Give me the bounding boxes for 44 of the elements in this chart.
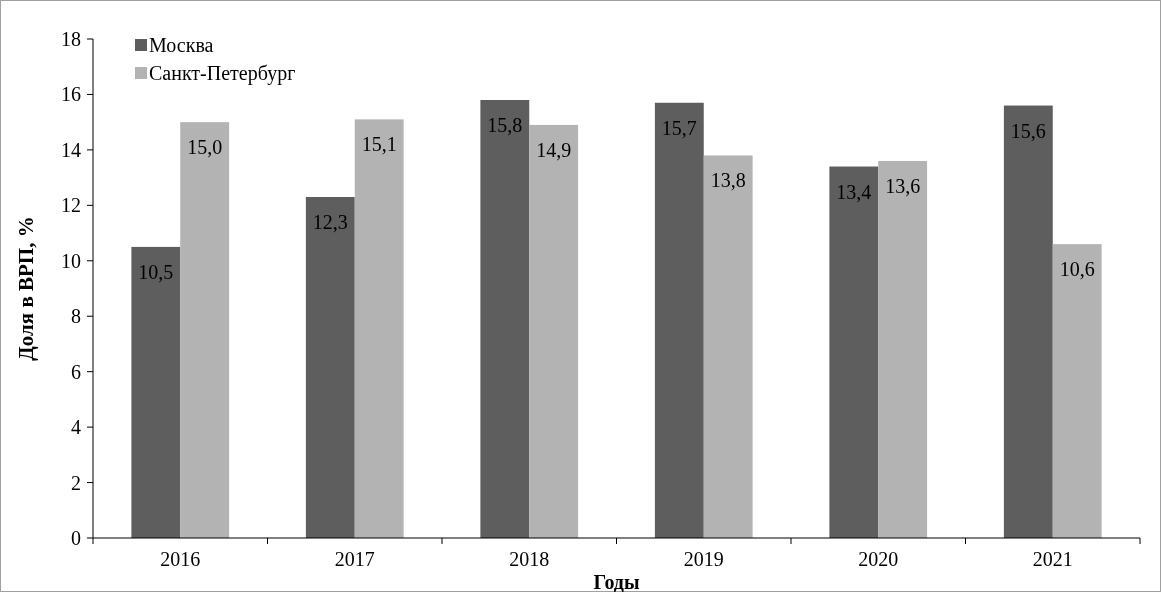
data-label: 14,9 [536, 138, 572, 161]
bar [529, 124, 579, 538]
y-axis-title: Доля в ВРП, % [14, 216, 38, 361]
data-label: 13,4 [836, 180, 872, 203]
data-label: 13,8 [710, 169, 746, 192]
data-label: 15,6 [1010, 119, 1046, 142]
bar [1003, 105, 1053, 538]
bar [131, 246, 181, 538]
bar [1052, 244, 1102, 538]
data-label: 15,7 [661, 116, 697, 139]
bar [480, 99, 530, 538]
y-tick-label: 12 [61, 194, 81, 217]
data-label: 15,8 [487, 113, 523, 136]
y-tick-label: 4 [71, 416, 81, 439]
x-tick-label: 2017 [334, 548, 375, 570]
y-tick-label: 0 [71, 527, 81, 549]
y-tick-label: 18 [61, 28, 81, 50]
legend-label: Москва [149, 34, 214, 56]
x-axis-title: Годы [593, 571, 640, 592]
x-tick-label: 2021 [1032, 548, 1073, 570]
bar [703, 155, 753, 538]
y-tick-label: 14 [61, 138, 81, 161]
bar [878, 160, 928, 538]
data-label: 10,5 [138, 260, 174, 283]
bar [354, 119, 404, 538]
data-label: 10,6 [1059, 258, 1095, 281]
x-tick-label: 2016 [160, 548, 201, 570]
data-label: 12,3 [312, 211, 348, 234]
data-label: 15,0 [187, 136, 223, 159]
y-tick-label: 6 [71, 360, 81, 383]
y-tick-label: 16 [61, 83, 81, 106]
bar [829, 166, 879, 538]
bar [305, 197, 355, 538]
data-label: 15,1 [361, 133, 397, 156]
legend-label: Санкт-Петербург [149, 62, 296, 85]
bar [180, 122, 230, 538]
y-tick-label: 8 [71, 305, 81, 328]
y-tick-label: 10 [61, 249, 81, 272]
x-tick-label: 2019 [683, 548, 724, 570]
x-tick-label: 2020 [858, 548, 899, 570]
x-tick-label: 2018 [509, 548, 550, 570]
data-label: 13,6 [885, 174, 921, 197]
y-tick-label: 2 [71, 471, 81, 494]
bar [654, 102, 704, 538]
